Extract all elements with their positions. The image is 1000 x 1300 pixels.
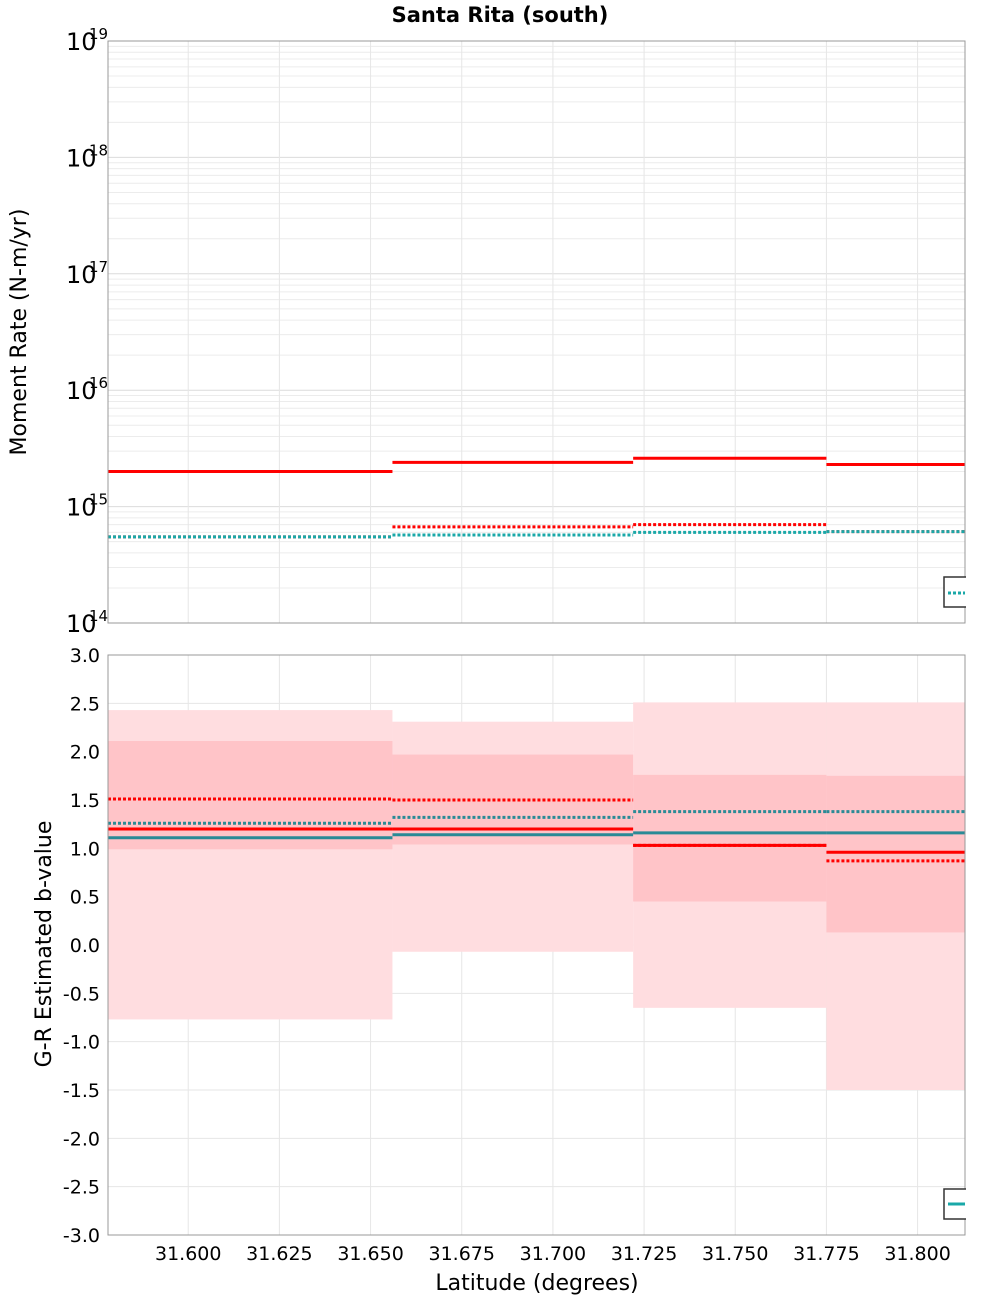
y-tick-label: -2.5: [63, 1177, 100, 1199]
y-tick-label: 10: [66, 610, 97, 638]
y-tick-label: 1.0: [70, 838, 100, 860]
y-tick-exponent: 19: [89, 25, 108, 43]
x-tick-label: 31.675: [428, 1243, 494, 1265]
y-tick-label: 0.5: [70, 887, 100, 909]
x-tick-label: 31.725: [611, 1243, 677, 1265]
x-tick-label: 31.600: [155, 1243, 221, 1265]
x-tick-label: 31.800: [884, 1243, 950, 1265]
b-value-panel: 3.0 2.5 2.0 1.5 1.0 0.5 0.0 -0.5 -1.0 -1.5 -2.0 -2.…: [63, 645, 1000, 1265]
x-tick-label: 31.650: [337, 1243, 403, 1265]
legend-clip-top: [966, 570, 1000, 620]
x-tick-label: 31.625: [246, 1243, 312, 1265]
y-axis-label-moment-rate: Moment Rate (N-m/yr): [7, 209, 32, 456]
y-tick-exponent: 17: [89, 258, 108, 276]
y-tick-label: 2.0: [70, 742, 100, 764]
y-tick-label: 2.5: [70, 693, 100, 715]
x-axis-label: Latitude (degrees): [435, 1271, 638, 1296]
y-tick-label: 1.5: [70, 790, 100, 812]
x-tick-label: 31.750: [702, 1243, 768, 1265]
x-tick-label: 31.700: [520, 1243, 586, 1265]
y-tick-label: 10: [66, 28, 97, 56]
y-tick-label: 3.0: [70, 645, 100, 667]
plot-frame-top: [107, 40, 966, 624]
y-tick-label: -1.5: [63, 1080, 100, 1102]
y-tick-exponent: 15: [89, 491, 108, 509]
confidence-band-1: [108, 741, 393, 850]
y-tick-label: 10: [66, 261, 97, 289]
confidence-band-1: [633, 774, 827, 902]
y-tick-label: 10: [66, 377, 97, 405]
chart-title: Santa Rita (south): [392, 3, 609, 27]
y-tick-label: 10: [66, 494, 97, 522]
y-axis-label-b-value: G-R Estimated b-value: [32, 821, 57, 1068]
y-tick-label: 0.0: [70, 935, 100, 957]
y-tick-exponent: 14: [89, 607, 108, 625]
legend-clip-bottom: [966, 1182, 1000, 1232]
y-tick-label: -2.0: [63, 1128, 100, 1150]
y-tick-label: -0.5: [63, 983, 100, 1005]
y-tick-label: -1.0: [63, 1032, 100, 1054]
x-tick-label: 31.775: [793, 1243, 859, 1265]
plot-frame-bottom: [107, 654, 966, 1236]
y-tick-label: 10: [66, 144, 97, 172]
plot-area-top: [108, 41, 965, 623]
confidence-band-1: [826, 775, 965, 933]
y-tick-exponent: 18: [89, 141, 108, 159]
y-tick-exponent: 16: [89, 374, 108, 392]
y-tick-label: -3.0: [63, 1225, 100, 1247]
